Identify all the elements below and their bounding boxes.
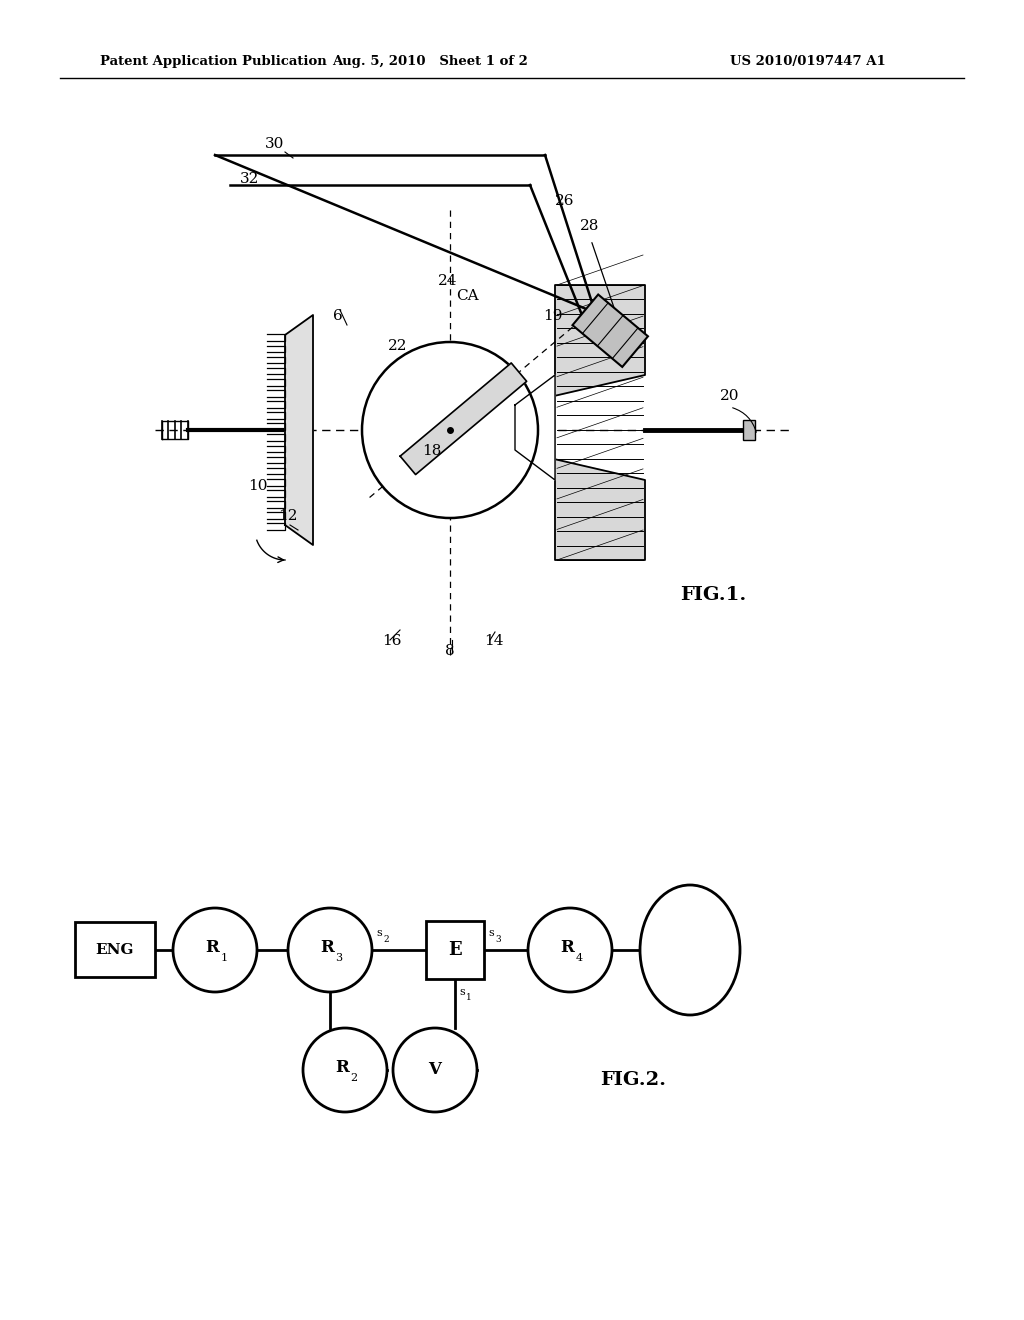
- Text: 1: 1: [220, 953, 227, 964]
- Polygon shape: [515, 375, 555, 480]
- Text: US 2010/0197447 A1: US 2010/0197447 A1: [730, 55, 886, 69]
- Text: 14: 14: [484, 634, 504, 648]
- Text: V: V: [429, 1061, 441, 1078]
- Bar: [75, 921, 155, 977]
- Text: s: s: [488, 928, 494, 939]
- Text: R: R: [560, 939, 573, 956]
- Text: Patent Application Publication: Patent Application Publication: [100, 55, 327, 69]
- Text: 30: 30: [265, 137, 285, 150]
- Text: 3: 3: [336, 953, 343, 964]
- Circle shape: [362, 342, 538, 517]
- Text: 22: 22: [388, 339, 408, 352]
- Text: 12: 12: [278, 510, 298, 523]
- Text: CA: CA: [456, 289, 478, 304]
- Circle shape: [528, 908, 612, 993]
- Text: E: E: [449, 941, 462, 960]
- Text: s: s: [376, 928, 382, 939]
- Text: 32: 32: [240, 172, 259, 186]
- Text: 24: 24: [438, 275, 458, 288]
- Text: 20: 20: [720, 389, 739, 403]
- Polygon shape: [285, 315, 313, 545]
- Text: 2: 2: [350, 1073, 357, 1082]
- Ellipse shape: [640, 884, 740, 1015]
- Text: 6: 6: [333, 309, 343, 323]
- Text: 19: 19: [543, 309, 562, 323]
- Text: 2: 2: [383, 935, 389, 944]
- Polygon shape: [572, 294, 648, 367]
- Text: ENG: ENG: [96, 942, 134, 957]
- Text: R: R: [205, 939, 219, 956]
- Text: 28: 28: [580, 219, 599, 234]
- Text: s: s: [459, 987, 465, 997]
- Text: FIG.2.: FIG.2.: [600, 1071, 666, 1089]
- Text: 4: 4: [575, 953, 583, 964]
- Text: 8: 8: [445, 644, 455, 657]
- Text: Aug. 5, 2010   Sheet 1 of 2: Aug. 5, 2010 Sheet 1 of 2: [332, 55, 528, 69]
- Bar: [426, 921, 484, 979]
- Circle shape: [303, 1028, 387, 1111]
- Text: 10: 10: [248, 479, 267, 492]
- Polygon shape: [515, 285, 645, 560]
- Circle shape: [288, 908, 372, 993]
- Text: 26: 26: [555, 194, 574, 209]
- Text: 18: 18: [422, 444, 441, 458]
- Text: 16: 16: [382, 634, 401, 648]
- Text: FIG.1.: FIG.1.: [680, 586, 746, 605]
- Circle shape: [173, 908, 257, 993]
- Text: 3: 3: [495, 935, 501, 944]
- Polygon shape: [400, 363, 526, 475]
- Text: R: R: [335, 1059, 349, 1076]
- Text: R: R: [321, 939, 334, 956]
- Text: 1: 1: [466, 993, 472, 1002]
- Circle shape: [393, 1028, 477, 1111]
- Bar: [743, 420, 755, 440]
